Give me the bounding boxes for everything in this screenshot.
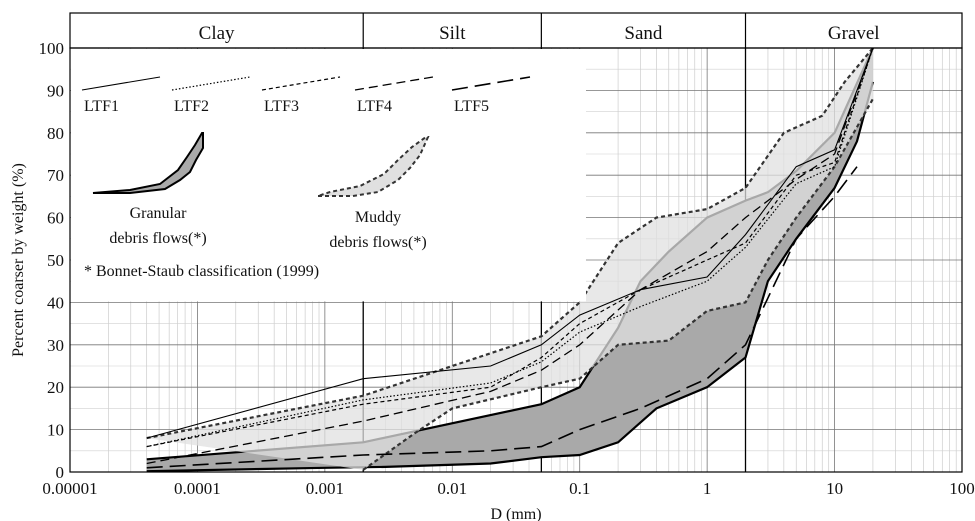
x-tick-label: 1 [703, 479, 712, 498]
y-tick-label: 50 [47, 251, 64, 270]
legend-envelope-swatch [92, 132, 204, 194]
zone-label: Sand [624, 23, 663, 44]
legend-swatch [451, 76, 531, 91]
y-tick-label: 70 [47, 166, 64, 185]
legend-label: LTF3 [264, 98, 299, 115]
y-tick-label: 100 [39, 39, 65, 58]
y-tick-label: 0 [56, 463, 65, 482]
zone-label: Clay [199, 23, 235, 44]
grain-size-zones: Clay Silt Sand Gravel [69, 12, 963, 49]
zone-label: Silt [439, 23, 466, 44]
x-tick-label: 0.00001 [42, 479, 97, 498]
envelope-lower-bound [362, 98, 874, 471]
envelope-area [146, 48, 873, 472]
legend-swatch [261, 76, 341, 91]
x-axis-label: D (mm) [490, 506, 541, 521]
legend-envelope-label: Muddy debris flows(*) [329, 209, 426, 251]
y-tick-label: 10 [47, 421, 64, 440]
legend-swatch [81, 76, 161, 91]
y-tick-label: 30 [47, 336, 64, 355]
zone-label: Gravel [828, 23, 880, 44]
legend-background [71, 49, 586, 302]
envelope-upper-bound [146, 47, 874, 440]
y-axis-label: Percent coarser by weight (%) [10, 163, 27, 357]
x-tick-label: 10 [826, 479, 843, 498]
legend-label: LTF5 [454, 98, 489, 115]
envelope-area [146, 48, 873, 470]
envelope-lower-bound [146, 81, 874, 473]
y-tick-label: 40 [47, 293, 64, 312]
legend-label: LTF2 [174, 98, 209, 115]
axis-ticks: 0.00001 0.0001 0.001 0.01 0.1 1 10 100 0 10 20 30 40… [39, 39, 975, 498]
series-line [146, 47, 874, 448]
plot-frame [69, 47, 963, 473]
x-tick-label: 0.001 [306, 479, 344, 498]
series-lines [146, 47, 874, 469]
legend-label: LTF4 [357, 98, 392, 115]
legend-envelope-swatch [317, 136, 430, 197]
y-tick-label: 20 [47, 378, 64, 397]
series-line [146, 47, 874, 465]
envelopes [146, 47, 874, 473]
y-tick-label: 90 [47, 81, 64, 100]
legend: LTF1 LTF2 LTF3 LTF4 LTF5 Granular debris flows… [81, 76, 531, 280]
legend-swatch [171, 76, 251, 91]
legend-envelope-label: Granular debris flows(*) [109, 205, 206, 247]
y-tick-label: 80 [47, 124, 64, 143]
x-tick-label: 0.1 [569, 479, 590, 498]
x-tick-label: 0.0001 [174, 479, 221, 498]
legend-label: LTF1 [84, 98, 119, 115]
x-tick-label: 100 [949, 479, 975, 498]
zone-header [69, 12, 963, 49]
x-tick-label: 0.01 [437, 479, 467, 498]
legend-note: * Bonnet-Staub classification (1999) [84, 263, 319, 280]
y-tick-label: 60 [47, 209, 64, 228]
series-line [146, 166, 858, 469]
